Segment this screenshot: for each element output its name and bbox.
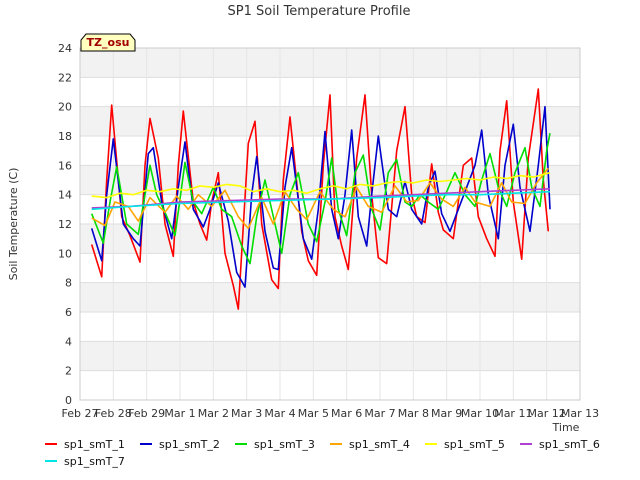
x-tick-label: Mar 9 xyxy=(431,407,462,420)
x-tick-label: Mar 13 xyxy=(561,407,599,420)
x-tick-label: Mar 2 xyxy=(198,407,229,420)
legend-item: sp1_smT_7 xyxy=(45,455,125,468)
chart-title: SP1 Soil Temperature Profile xyxy=(228,4,411,19)
y-tick-label: 16 xyxy=(58,159,72,172)
y-tick-label: 6 xyxy=(65,306,72,319)
x-axis-label: Time xyxy=(552,421,580,434)
legend-item: sp1_smT_6 xyxy=(520,438,600,451)
y-axis-label: Soil Temperature (C) xyxy=(7,168,20,281)
legend-label: sp1_smT_4 xyxy=(349,438,410,451)
badge-box xyxy=(80,33,136,52)
legend-label: sp1_smT_3 xyxy=(254,438,315,451)
x-tick-label: Mar 10 xyxy=(461,407,499,420)
y-tick-label: 24 xyxy=(58,42,72,55)
band xyxy=(80,224,580,254)
legend-item: sp1_smT_2 xyxy=(140,438,220,451)
x-tick-label: Mar 7 xyxy=(364,407,395,420)
legend-item: sp1_smT_4 xyxy=(330,438,410,451)
band xyxy=(80,282,580,312)
y-tick-label: 8 xyxy=(65,277,72,290)
x-tick-label: Feb 28 xyxy=(95,407,132,420)
x-tick-label: Feb 29 xyxy=(128,407,165,420)
series-line-sp1_smT_2 xyxy=(90,105,551,288)
legend-item: sp1_smT_1 xyxy=(45,438,125,451)
band xyxy=(80,48,580,78)
series-line-sp1_smT_7 xyxy=(91,190,551,211)
legend-label: sp1_smT_7 xyxy=(64,455,125,468)
y-tick-label: 18 xyxy=(58,130,72,143)
series-line-sp1_smT_4 xyxy=(91,167,549,230)
x-tick-label: Mar 11 xyxy=(494,407,532,420)
series-line-sp1_smT_1 xyxy=(90,88,550,310)
series-line-sp1_smT_5 xyxy=(91,171,551,199)
y-tick-label: 4 xyxy=(65,335,72,348)
band xyxy=(80,341,580,371)
badge: TZ_osu xyxy=(80,33,136,52)
x-tick-label: Feb 27 xyxy=(62,407,99,420)
legend-item: sp1_smT_5 xyxy=(425,438,505,451)
y-tick-label: 22 xyxy=(58,71,72,84)
y-tick-label: 2 xyxy=(65,365,72,378)
x-tick-label: Mar 6 xyxy=(331,407,362,420)
x-tick-label: Mar 4 xyxy=(264,407,295,420)
x-tick-label: Mar 5 xyxy=(298,407,329,420)
y-tick-label: 10 xyxy=(58,247,72,260)
x-tick-label: Mar 12 xyxy=(528,407,566,420)
y-tick-label: 0 xyxy=(65,394,72,407)
legend: sp1_smT_1 sp1_smT_2 sp1_smT_3 sp1_smT_4 sp1_… xyxy=(45,438,600,468)
y-tick-label: 20 xyxy=(58,101,72,114)
legend-label: sp1_smT_2 xyxy=(159,438,220,451)
legend-label: sp1_smT_6 xyxy=(539,438,600,451)
legend-item: sp1_smT_3 xyxy=(235,438,315,451)
badge-label: TZ_osu xyxy=(87,36,130,49)
y-tick-label: 14 xyxy=(58,189,72,202)
legend-label: sp1_smT_1 xyxy=(64,438,125,451)
plot-lines xyxy=(90,88,551,310)
plot-frame xyxy=(79,47,581,401)
x-tick-label: Mar 3 xyxy=(231,407,262,420)
x-tick-label: Mar 1 xyxy=(164,407,195,420)
x-tick-label: Mar 8 xyxy=(398,407,429,420)
y-tick-label: 12 xyxy=(58,218,72,231)
legend-label: sp1_smT_5 xyxy=(444,438,505,451)
